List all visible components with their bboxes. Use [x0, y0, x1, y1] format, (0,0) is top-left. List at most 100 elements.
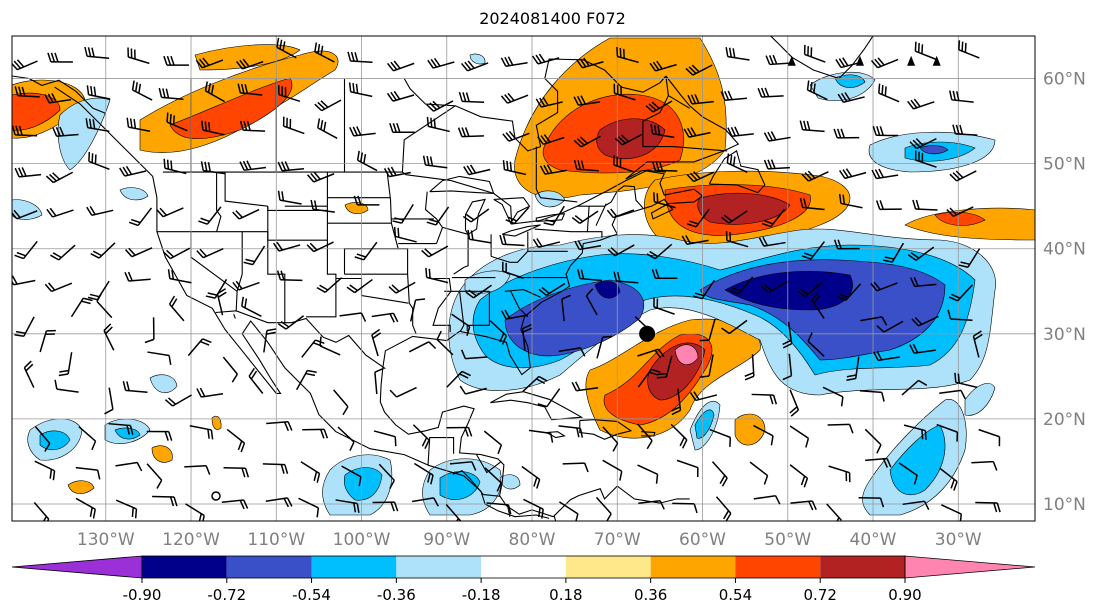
- wind-barb: [577, 269, 603, 282]
- colorbar-segment: [226, 556, 312, 578]
- wind-barb: [912, 199, 938, 211]
- longitude-tick-label: 110°W: [247, 530, 305, 550]
- wind-barb: [765, 54, 792, 66]
- wind-barb: [319, 336, 341, 356]
- colorbar-segment: [142, 556, 227, 578]
- wind-barb: [167, 269, 192, 284]
- wind-barb: [870, 57, 899, 69]
- wind-barb: [782, 353, 793, 381]
- coastline-segment: [510, 291, 529, 318]
- wind-barb: [613, 155, 635, 173]
- wind-barb: [262, 463, 289, 474]
- wind-barb: [537, 388, 561, 408]
- wind-barb: [537, 134, 565, 146]
- wind-barb: [683, 127, 711, 138]
- coastline-segment: [162, 171, 644, 225]
- coastline-segment: [576, 169, 666, 207]
- coastline-segment: [506, 504, 511, 517]
- wind-barb: [901, 379, 928, 396]
- wind-barb: [645, 100, 673, 113]
- wind-barb: [46, 207, 74, 218]
- wind-barb: [653, 192, 676, 209]
- longitude-tick-label: 50°W: [764, 530, 811, 550]
- wind-barb: [573, 135, 601, 148]
- wind-barb: [339, 312, 367, 322]
- wind-barb: [860, 316, 888, 326]
- wind-barb: [941, 504, 963, 521]
- wind-barb: [826, 503, 843, 521]
- wind-barb: [558, 347, 586, 357]
- wind-barb: [836, 283, 862, 301]
- colorbar-segment: [565, 556, 651, 578]
- wind-barb: [607, 244, 635, 257]
- storm-center-marker: [639, 325, 656, 342]
- wind-barb: [948, 284, 974, 302]
- wind-barb: [651, 161, 678, 172]
- anomaly-contour-region: [734, 413, 766, 446]
- wind-barb: [265, 497, 293, 508]
- wind-barb: [744, 354, 755, 381]
- anomaly-contour-region: [934, 211, 986, 226]
- wind-barb: [725, 231, 749, 248]
- colorbar-tick-label: 0.90: [888, 586, 921, 604]
- wind-barb: [596, 335, 613, 359]
- wind-barb: [372, 501, 399, 512]
- wind-barb: [241, 296, 262, 317]
- wind-barb: [801, 241, 825, 260]
- wind-barb: [975, 501, 1001, 513]
- wind-barb: [614, 133, 643, 146]
- colorbar-segment: [396, 556, 482, 578]
- anomaly-contour-region: [834, 74, 866, 88]
- wind-barb: [907, 98, 935, 110]
- wind-barb: [47, 52, 73, 63]
- wind-barb: [500, 309, 528, 320]
- gridline-layer: [12, 36, 1035, 521]
- wind-barb: [720, 210, 748, 224]
- wind-barb: [672, 502, 698, 514]
- colorbar-tick-label: 0.36: [634, 586, 667, 604]
- coastline-segment: [424, 191, 444, 244]
- wind-barb: [386, 90, 415, 102]
- wind-barb: [346, 278, 373, 294]
- wind-barb: [562, 462, 589, 473]
- coastline-segment: [490, 250, 529, 263]
- wind-barb: [606, 208, 635, 219]
- coastline-segment: [432, 277, 452, 333]
- wind-barb: [115, 461, 143, 472]
- wind-barb: [248, 367, 264, 394]
- wind-barb: [535, 96, 563, 108]
- wind-barb: [75, 497, 97, 519]
- wind-barb: [864, 428, 882, 454]
- wind-barb: [427, 57, 455, 69]
- wind-barb: [939, 467, 958, 491]
- wind-barb: [44, 93, 72, 104]
- wind-barb: [371, 328, 382, 357]
- longitude-tick-labels: 130°W 120°W 110°W 100°W 90°W 80°W 70°W 60°W 50°W…: [77, 530, 982, 550]
- wind-barb: [412, 424, 430, 449]
- wind-barb: [571, 381, 599, 392]
- wind-barb: [721, 319, 748, 335]
- wind-barb: [837, 92, 865, 103]
- wind-barb: [637, 464, 659, 484]
- wind-barb: [389, 123, 415, 134]
- wind-barb: [686, 171, 715, 183]
- anomaly-contour-region: [469, 53, 486, 65]
- wind-barb: [158, 87, 184, 101]
- wind-barb: [276, 37, 297, 59]
- wind-barb: [239, 160, 267, 171]
- wind-barb: [914, 150, 937, 168]
- wind-barb: [807, 332, 825, 357]
- wind-barb: [200, 161, 226, 175]
- wind-barb: [189, 424, 214, 440]
- wind-barb: [146, 430, 173, 441]
- wind-barb: [613, 271, 639, 284]
- wind-barb: [196, 248, 224, 259]
- wind-barb: [902, 500, 930, 511]
- wind-barb: [914, 41, 937, 60]
- wind-barb: [523, 498, 544, 519]
- wind-barb: [692, 279, 715, 300]
- wind-barb: [373, 430, 397, 447]
- wind-barb: [204, 81, 225, 103]
- coastline-segment: [642, 95, 669, 147]
